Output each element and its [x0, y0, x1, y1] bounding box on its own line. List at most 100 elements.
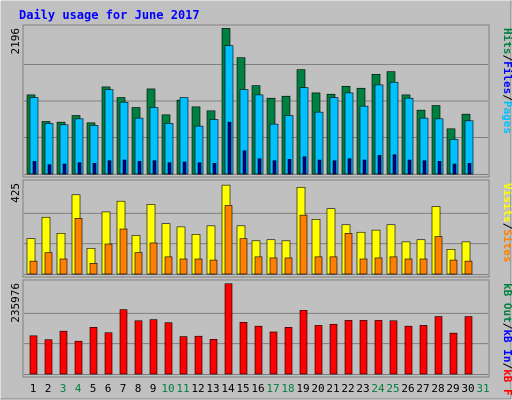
kbytes-kb-f-bar [104, 332, 113, 375]
hits-pages-bar [272, 160, 277, 175]
visits-sites-bar [194, 258, 203, 275]
hits-pages-bar [137, 161, 142, 175]
hits-pages-bar [377, 155, 382, 175]
kbytes-kb-f-bar [209, 338, 218, 375]
kbytes-kb-f-bar [404, 325, 413, 375]
kbytes-kb-f-bar [59, 330, 68, 375]
visits-legend: Visits/Sites [501, 183, 512, 263]
hits-pages-bar [152, 160, 157, 175]
legend-sep: / [501, 55, 512, 62]
kbytes-kb-f-bar [389, 320, 398, 375]
x-tick-label: 20 [311, 382, 324, 395]
visits-sites-bar [179, 258, 188, 275]
hits-pages-bar [227, 121, 232, 175]
x-tick-label: 8 [135, 382, 142, 395]
visits-sites-bar [434, 236, 443, 275]
kbytes-kb-f-bar [194, 335, 203, 375]
x-tick-label: 6 [105, 382, 112, 395]
kbytes-kb-f-bar [329, 323, 338, 375]
x-tick-label: 17 [266, 382, 279, 395]
hits-pages-bar [167, 162, 172, 175]
hits-pages-bar [287, 159, 292, 175]
x-tick-label: 27 [416, 382, 429, 395]
hits-pages-bar [452, 163, 457, 175]
x-tick-label: 2 [45, 382, 52, 395]
kbytes-kb-f-bar [314, 325, 323, 375]
hits-pages-bar [407, 159, 412, 175]
legend-sites: Sites [501, 229, 512, 262]
kbytes-kb-f-bar [284, 327, 293, 375]
hits-pages-bar [257, 158, 262, 175]
visits-sites-bar [449, 259, 458, 275]
hits-pages-bar [197, 162, 202, 175]
kbytes-kb-f-bar [449, 332, 458, 375]
kbytes-kb-f-bar [434, 316, 443, 375]
hits-pages-bar [47, 164, 52, 175]
visits-sites-bar [404, 258, 413, 275]
hits-pages-bar [347, 158, 352, 175]
legend-kb-out: kB Out [501, 283, 512, 323]
x-tick-label: 29 [446, 382, 459, 395]
visits-sites-bar [464, 260, 473, 275]
kbytes-kb-f-bar [74, 340, 83, 375]
hits-pages-bar [332, 160, 337, 175]
kbytes-scale-label: 235976 [9, 283, 22, 323]
visits-sites-bar [134, 252, 143, 275]
kbytes-kb-f-bar [29, 335, 38, 375]
visits-sites-bar [29, 260, 38, 275]
legend-pages: Pages [501, 101, 512, 134]
x-tick-label: 1 [30, 382, 37, 395]
x-tick-label: 30 [461, 382, 474, 395]
hits-pages-bar [317, 159, 322, 175]
x-tick-label: 22 [341, 382, 354, 395]
hits-pages-bar [122, 159, 127, 175]
kbytes-kb-f-bar [359, 320, 368, 375]
x-tick-label: 10 [161, 382, 174, 395]
hits-pages-bar [32, 161, 37, 175]
kbytes-kb-f-bar [164, 322, 173, 375]
x-tick-label: 15 [236, 382, 249, 395]
kbytes-kb-f-bar [419, 325, 428, 375]
visits-sites-bar [239, 238, 248, 275]
visits-sites-bar [119, 228, 128, 275]
visits-sites-bar [314, 256, 323, 275]
visits-scale-label: 425 [9, 183, 22, 203]
visits-sites-bar [389, 256, 398, 275]
hits-pages-bar [467, 163, 472, 175]
chart-title: Daily usage for June 2017 [19, 8, 200, 22]
x-tick-label: 19 [296, 382, 309, 395]
legend-files: Files [501, 61, 512, 94]
legend-kb-in: kB In [501, 329, 512, 362]
legend-visits: Visits [501, 183, 512, 223]
hits-pages-bar [107, 160, 112, 175]
x-tick-label: 12 [191, 382, 204, 395]
legend-sep: / [501, 363, 512, 370]
kbytes-kb-f-bar [119, 309, 128, 375]
kbytes-kb-f-bar [44, 339, 53, 375]
x-tick-label: 23 [356, 382, 369, 395]
kbytes-kb-f-bar [134, 320, 143, 375]
visits-sites-bar [284, 257, 293, 275]
kbytes-kb-f-bar [89, 327, 98, 375]
legend-kb-f: kB F [501, 369, 512, 396]
hits-pages-bar [62, 163, 67, 175]
visits-sites-bar [269, 257, 278, 275]
bars [26, 28, 474, 375]
x-tick-label: 18 [281, 382, 294, 395]
hits-pages-bar [422, 160, 427, 175]
x-axis-labels: 1 2 3 4 5 6 7 8 9 10 11 12 13 14 15 16 17 18 19 20 21 22 23 24 2… [30, 382, 490, 395]
legend-hits: Hits [501, 28, 512, 55]
hits-pages-bar [92, 163, 97, 175]
x-tick-label: 21 [326, 382, 339, 395]
legend-sep: / [501, 323, 512, 330]
hits-pages-bar [392, 154, 397, 175]
x-tick-label: 7 [120, 382, 127, 395]
visits-sites-bar [224, 205, 233, 275]
kbytes-kb-f-bar [269, 331, 278, 375]
x-tick-label: 24 [371, 382, 385, 395]
visits-sites-bar [44, 252, 53, 275]
kbytes-kb-f-bar [239, 322, 248, 375]
x-tick-label: 26 [401, 382, 414, 395]
visits-sites-bar [74, 218, 83, 275]
